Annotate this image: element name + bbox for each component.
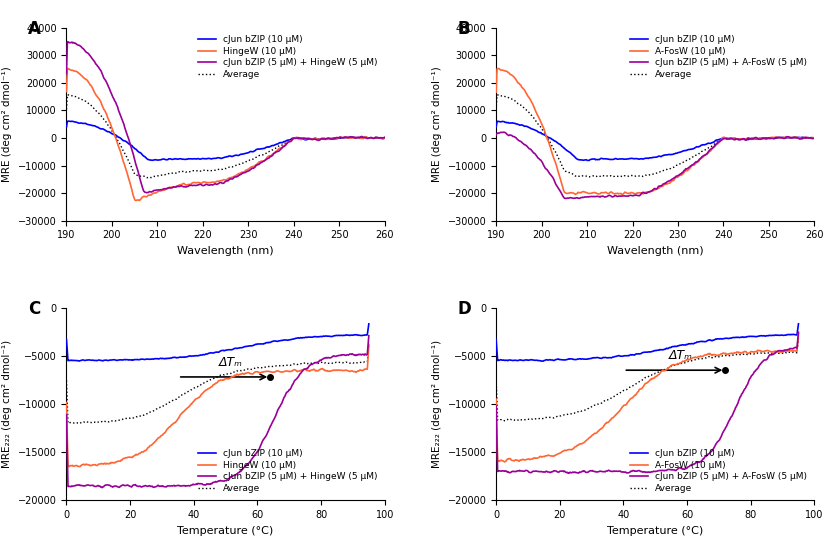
Legend: cJun bZIP (10 μM), A-FosW (10 μM), cJun bZIP (5 μM) + A-FosW (5 μM), Average: cJun bZIP (10 μM), A-FosW (10 μM), cJun …	[627, 446, 810, 496]
X-axis label: Wavelength (nm): Wavelength (nm)	[177, 246, 274, 256]
X-axis label: Temperature (°C): Temperature (°C)	[607, 525, 703, 535]
X-axis label: Wavelength (nm): Wavelength (nm)	[607, 246, 704, 256]
Text: B: B	[458, 20, 470, 38]
Y-axis label: MRE₂₂₂ (deg cm² dmol⁻¹): MRE₂₂₂ (deg cm² dmol⁻¹)	[432, 340, 442, 468]
Y-axis label: MRE (deg cm² dmol⁻¹): MRE (deg cm² dmol⁻¹)	[2, 66, 12, 182]
Text: A: A	[28, 20, 42, 38]
Text: C: C	[28, 300, 41, 318]
Legend: cJun bZIP (10 μM), A-FosW (10 μM), cJun bZIP (5 μM) + A-FosW (5 μM), Average: cJun bZIP (10 μM), A-FosW (10 μM), cJun …	[627, 32, 810, 82]
X-axis label: Temperature (°C): Temperature (°C)	[178, 525, 273, 535]
Y-axis label: MRE (deg cm² dmol⁻¹): MRE (deg cm² dmol⁻¹)	[432, 66, 442, 182]
Text: ΔTₘ: ΔTₘ	[219, 356, 243, 369]
Legend: cJun bZIP (10 μM), HingeW (10 μM), cJun bZIP (5 μM) + HingeW (5 μM), Average: cJun bZIP (10 μM), HingeW (10 μM), cJun …	[195, 446, 381, 496]
Text: D: D	[458, 300, 472, 318]
Text: ΔTₘ: ΔTₘ	[669, 350, 693, 363]
Legend: cJun bZIP (10 μM), HingeW (10 μM), cJun bZIP (5 μM) + HingeW (5 μM), Average: cJun bZIP (10 μM), HingeW (10 μM), cJun …	[195, 32, 381, 82]
Y-axis label: MRE₂₂₂ (deg cm² dmol⁻¹): MRE₂₂₂ (deg cm² dmol⁻¹)	[2, 340, 12, 468]
